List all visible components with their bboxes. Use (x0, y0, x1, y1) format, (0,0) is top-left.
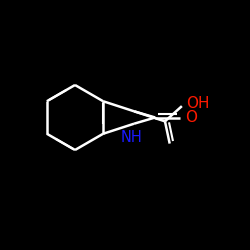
Text: O: O (185, 110, 197, 125)
Text: OH: OH (186, 96, 210, 111)
Text: NH: NH (121, 130, 142, 145)
